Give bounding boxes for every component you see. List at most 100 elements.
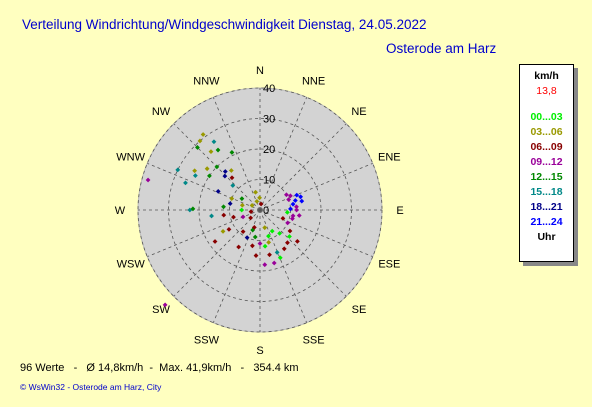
wind-data-point (271, 260, 277, 266)
direction-spoke (259, 209, 308, 323)
wind-data-point (227, 201, 233, 207)
wind-data-point (229, 196, 235, 201)
wind-data-point (221, 204, 226, 210)
legend-item: 18...21 (530, 201, 563, 213)
wind-data-point (253, 189, 258, 195)
wind-data-point (192, 173, 198, 179)
summary-stats: 96 Werte - Ø 14,8km/h - Max. 41,9km/h - … (20, 362, 299, 374)
direction-labels: N NNE NE ENE E ESE SE SSE S SSW SW WSW W WNW NW NNW (115, 65, 404, 357)
wind-data-point (211, 139, 217, 145)
direction-label: NE (351, 106, 366, 118)
wind-rose-grid (137, 87, 383, 333)
wind-data-point (251, 225, 257, 230)
wind-data-point (239, 202, 245, 208)
wind-data-point (267, 252, 272, 258)
wind-data-point (229, 150, 235, 155)
direction-label: E (396, 205, 403, 217)
direction-label: S (256, 345, 263, 357)
wind-data-point (286, 197, 292, 202)
direction-label: WSW (117, 259, 146, 271)
direction-label: SSW (194, 334, 220, 346)
radial-tick-label: 10 (263, 175, 275, 187)
wind-data-point (257, 241, 263, 246)
wind-data-point (239, 196, 245, 202)
wind-data-point (145, 177, 151, 183)
wind-data-point (215, 147, 221, 153)
legend-item: 00...03 (530, 111, 563, 123)
legend-footer: Uhr (537, 231, 556, 243)
wind-data-point (249, 243, 255, 249)
wind-data-point (183, 180, 188, 186)
wind-data-point (277, 255, 283, 261)
wind-data-point (197, 138, 203, 144)
direction-label: ENE (378, 151, 401, 163)
legend-item: 12...15 (530, 171, 563, 183)
wind-data-point (294, 204, 299, 210)
wind-data-point (266, 233, 271, 239)
direction-label: SSE (303, 334, 325, 346)
wind-data-point (288, 206, 293, 212)
legend-unit: km/h (534, 70, 559, 82)
wind-data-point (274, 250, 280, 255)
wind-data-point (284, 209, 290, 215)
wind-data-point (269, 228, 275, 234)
wind-data-point (236, 244, 242, 250)
wind-data-point (262, 225, 268, 231)
time-legend: km/h 13,8 00...03 03...06 06...09 09...12 12… (519, 64, 574, 262)
wind-data-point (220, 228, 226, 234)
legend-item: 15...18 (530, 186, 563, 198)
wind-data-point (294, 238, 300, 244)
wind-data-point (248, 215, 254, 221)
wind-data-point (212, 239, 218, 244)
direction-label: ESE (378, 259, 400, 271)
direction-label: NNE (302, 76, 325, 88)
wind-data-point (214, 164, 220, 170)
legend-item: 09...12 (530, 156, 563, 168)
direction-spoke (259, 123, 347, 211)
wind-data-point (222, 173, 228, 179)
wind-data-point (285, 240, 290, 246)
radial-tick-label: 20 (263, 144, 275, 156)
wind-data-point (292, 198, 298, 203)
wind-data-point (266, 240, 272, 245)
wind-data-point (254, 199, 260, 204)
wind-data-point (221, 212, 227, 218)
direction-label: NNW (193, 76, 220, 88)
direction-spoke (259, 97, 308, 211)
wind-data-point (244, 235, 250, 241)
wind-data-point (290, 216, 295, 222)
wind-data-point (162, 302, 168, 308)
wind-data-point (281, 246, 287, 252)
direction-spoke (147, 162, 261, 211)
wind-data-point (262, 262, 268, 268)
direction-label: N (256, 65, 264, 77)
wind-data-point (229, 175, 235, 181)
wind-data-points (145, 132, 305, 308)
wind-data-point (222, 169, 228, 174)
wind-data-point (239, 207, 245, 213)
wind-data-point (298, 194, 304, 200)
radial-tick-label: 40 (263, 83, 275, 95)
wind-data-point (262, 243, 268, 249)
wind-data-point (175, 167, 181, 173)
wind-data-point (249, 203, 255, 208)
wind-data-point (284, 192, 289, 198)
wind-data-point (228, 168, 234, 173)
direction-spoke (259, 209, 347, 297)
wind-data-point (248, 209, 254, 214)
direction-spoke (173, 209, 261, 297)
wind-data-point (290, 201, 296, 207)
wind-data-point (288, 193, 293, 199)
direction-spoke (259, 162, 373, 211)
wind-data-point (258, 201, 264, 207)
direction-spoke (147, 209, 261, 258)
radial-tick-label: 30 (263, 114, 275, 126)
direction-label: W (115, 205, 126, 217)
wind-data-point (257, 195, 262, 201)
wind-data-point (195, 145, 200, 150)
wind-data-point (287, 228, 293, 234)
wind-data-point (207, 173, 212, 179)
wind-data-point (294, 192, 300, 198)
legend-item: 06...09 (530, 141, 563, 153)
